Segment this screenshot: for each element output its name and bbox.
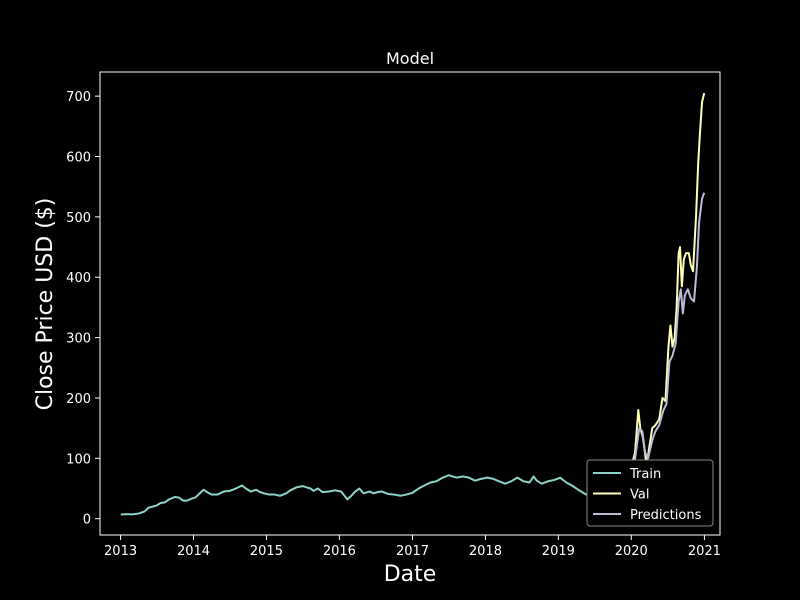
y-tick-label: 0 [83,513,91,528]
x-tick-label: 2019 [542,544,575,559]
y-tick-label: 100 [66,452,91,467]
y-axis-label: Close Price USD ($) [33,198,58,411]
x-tick-label: 2014 [177,544,210,559]
legend-label: Predictions [630,508,702,523]
plot-frame [99,71,721,536]
x-tick-label: 2017 [396,544,429,559]
x-tick-label: 2013 [104,544,137,559]
legend-label: Val [630,488,649,503]
x-tick-label: 2016 [323,544,356,559]
y-tick-label: 300 [66,332,91,347]
x-axis-label: Date [384,562,437,587]
x-tick-label: 2021 [688,544,721,559]
series-line-train [120,474,590,516]
chart-title: Model [386,49,434,68]
y-tick-label: 400 [66,271,91,286]
legend-label: Train [629,467,661,482]
y-tick-label: 600 [66,151,91,166]
y-tick-label: 200 [66,392,91,407]
legend-box [586,459,714,527]
y-tick-label: 700 [66,90,91,105]
legend: Train Val Predictions [586,459,714,527]
x-tick-label: 2020 [615,544,648,559]
x-tick-label: 2018 [469,544,502,559]
x-tick-label: 2015 [250,544,283,559]
y-tick-label: 500 [66,211,91,226]
